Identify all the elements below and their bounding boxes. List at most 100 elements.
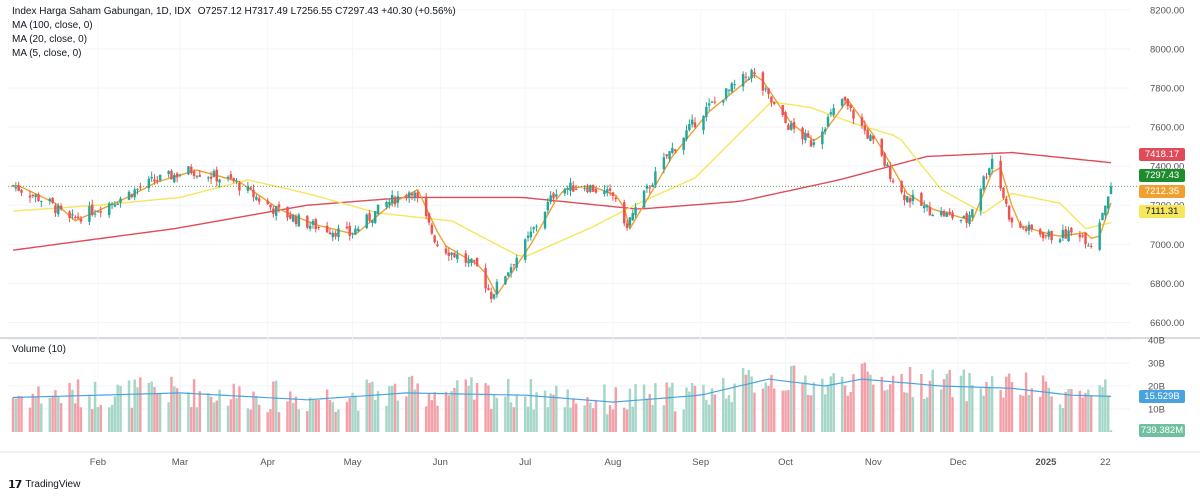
volume-bar — [671, 382, 674, 432]
candle-body — [274, 205, 278, 216]
candles — [11, 68, 1113, 303]
candle-body — [354, 228, 357, 235]
candle-body — [891, 180, 895, 183]
volume-tick-label: 30B — [1148, 359, 1165, 370]
time-axis: Feb Mar Apr May Jun Jul Aug Sep Oct Nov Dec 2025 22 — [90, 457, 1111, 468]
candle-body — [843, 96, 847, 101]
volume-bar — [1087, 389, 1090, 432]
volume-bar — [730, 402, 734, 432]
candle-body — [509, 267, 513, 273]
candle-body — [532, 227, 535, 230]
volume-bar — [212, 402, 216, 432]
candle-body — [713, 101, 717, 103]
volume-legend[interactable]: Volume (10) — [12, 344, 66, 355]
candle-body — [232, 178, 235, 182]
volume-bar — [1089, 395, 1093, 432]
volume-bar — [34, 397, 37, 432]
volume-bar — [606, 414, 609, 432]
candle-body — [107, 203, 111, 216]
volume-bar — [869, 374, 872, 432]
volume-bar — [682, 409, 685, 432]
volume-bar — [28, 407, 32, 432]
volume-bar — [1027, 395, 1031, 432]
candle-body — [96, 211, 100, 213]
candle-body — [492, 294, 496, 299]
volume-bar — [821, 378, 824, 432]
candle-body — [464, 253, 468, 263]
candle-body — [903, 194, 906, 201]
volume-bar — [127, 380, 131, 432]
volume-bar — [532, 409, 535, 432]
volume-bar — [747, 369, 751, 432]
candle-body — [852, 110, 855, 119]
volume-bar — [232, 383, 235, 432]
candle-body — [733, 84, 736, 86]
volume-bar — [484, 383, 487, 432]
volume-bar — [345, 401, 349, 432]
volume-bar — [891, 375, 895, 432]
volume-bar — [823, 394, 827, 432]
candle-body — [535, 226, 538, 228]
candle-body — [767, 88, 770, 94]
volume-bar — [979, 388, 983, 432]
candle-body — [113, 204, 117, 207]
volume-bar — [107, 407, 111, 432]
volume-bar — [764, 382, 767, 432]
candle-body — [48, 198, 52, 202]
volume-bar — [464, 379, 468, 432]
volume-bar — [348, 397, 351, 432]
volume-bar — [710, 388, 714, 432]
candle-body — [860, 117, 864, 126]
volume-bar — [76, 379, 80, 432]
candle-body — [939, 210, 943, 216]
candle-body — [942, 210, 946, 217]
candle-body — [846, 99, 850, 107]
candle-body — [809, 140, 813, 147]
ma20-legend[interactable]: MA (20, close, 0) — [12, 34, 88, 45]
volume-last-badge: 739.382M — [1139, 424, 1185, 437]
time-tick-label: Sep — [692, 457, 709, 468]
candle-body — [88, 206, 91, 222]
candle-body — [631, 213, 634, 221]
candle-body — [572, 185, 575, 192]
volume-bar — [99, 404, 102, 432]
candle-body — [872, 135, 875, 140]
price-axis: 8200.008000.007800.007600.007400.007200.… — [1150, 6, 1184, 329]
volume-bar — [334, 411, 337, 432]
candle-body — [642, 190, 646, 208]
tradingview-logo[interactable]: 𝟭𝟳 TradingView — [8, 478, 80, 491]
candle-body — [34, 194, 37, 198]
candle-body — [28, 195, 32, 198]
volume-bar — [852, 374, 855, 432]
candle-body — [37, 194, 40, 202]
candle-body — [93, 213, 97, 215]
candle-body — [365, 214, 368, 229]
candle-body — [385, 201, 388, 207]
candle-body — [512, 264, 516, 266]
volume-bar — [410, 375, 414, 432]
candle-body — [74, 216, 77, 218]
volume-bar — [744, 374, 748, 432]
candle-body — [20, 189, 23, 193]
volume-bar — [17, 395, 20, 432]
time-tick-label: Dec — [950, 457, 967, 468]
candle-body — [393, 197, 397, 205]
ma100-legend[interactable]: MA (100, close, 0) — [12, 20, 93, 31]
candle-body — [351, 233, 354, 235]
candle-body — [761, 72, 765, 91]
time-tick-label: Jun — [433, 457, 448, 468]
candle-body — [770, 96, 773, 103]
candle-body — [908, 197, 912, 203]
candle-body — [490, 292, 493, 300]
candle-body — [291, 215, 295, 222]
volume-bar — [1058, 404, 1062, 432]
candle-body — [1078, 234, 1082, 238]
candle-body — [1084, 232, 1087, 245]
volume-bar — [133, 379, 136, 432]
ma5-legend[interactable]: MA (5, close, 0) — [12, 48, 82, 59]
candle-body — [869, 135, 872, 141]
volume-bar — [965, 401, 968, 432]
candle-body — [376, 204, 380, 214]
volume-bar — [1039, 396, 1042, 432]
volume-bar — [1010, 382, 1014, 432]
